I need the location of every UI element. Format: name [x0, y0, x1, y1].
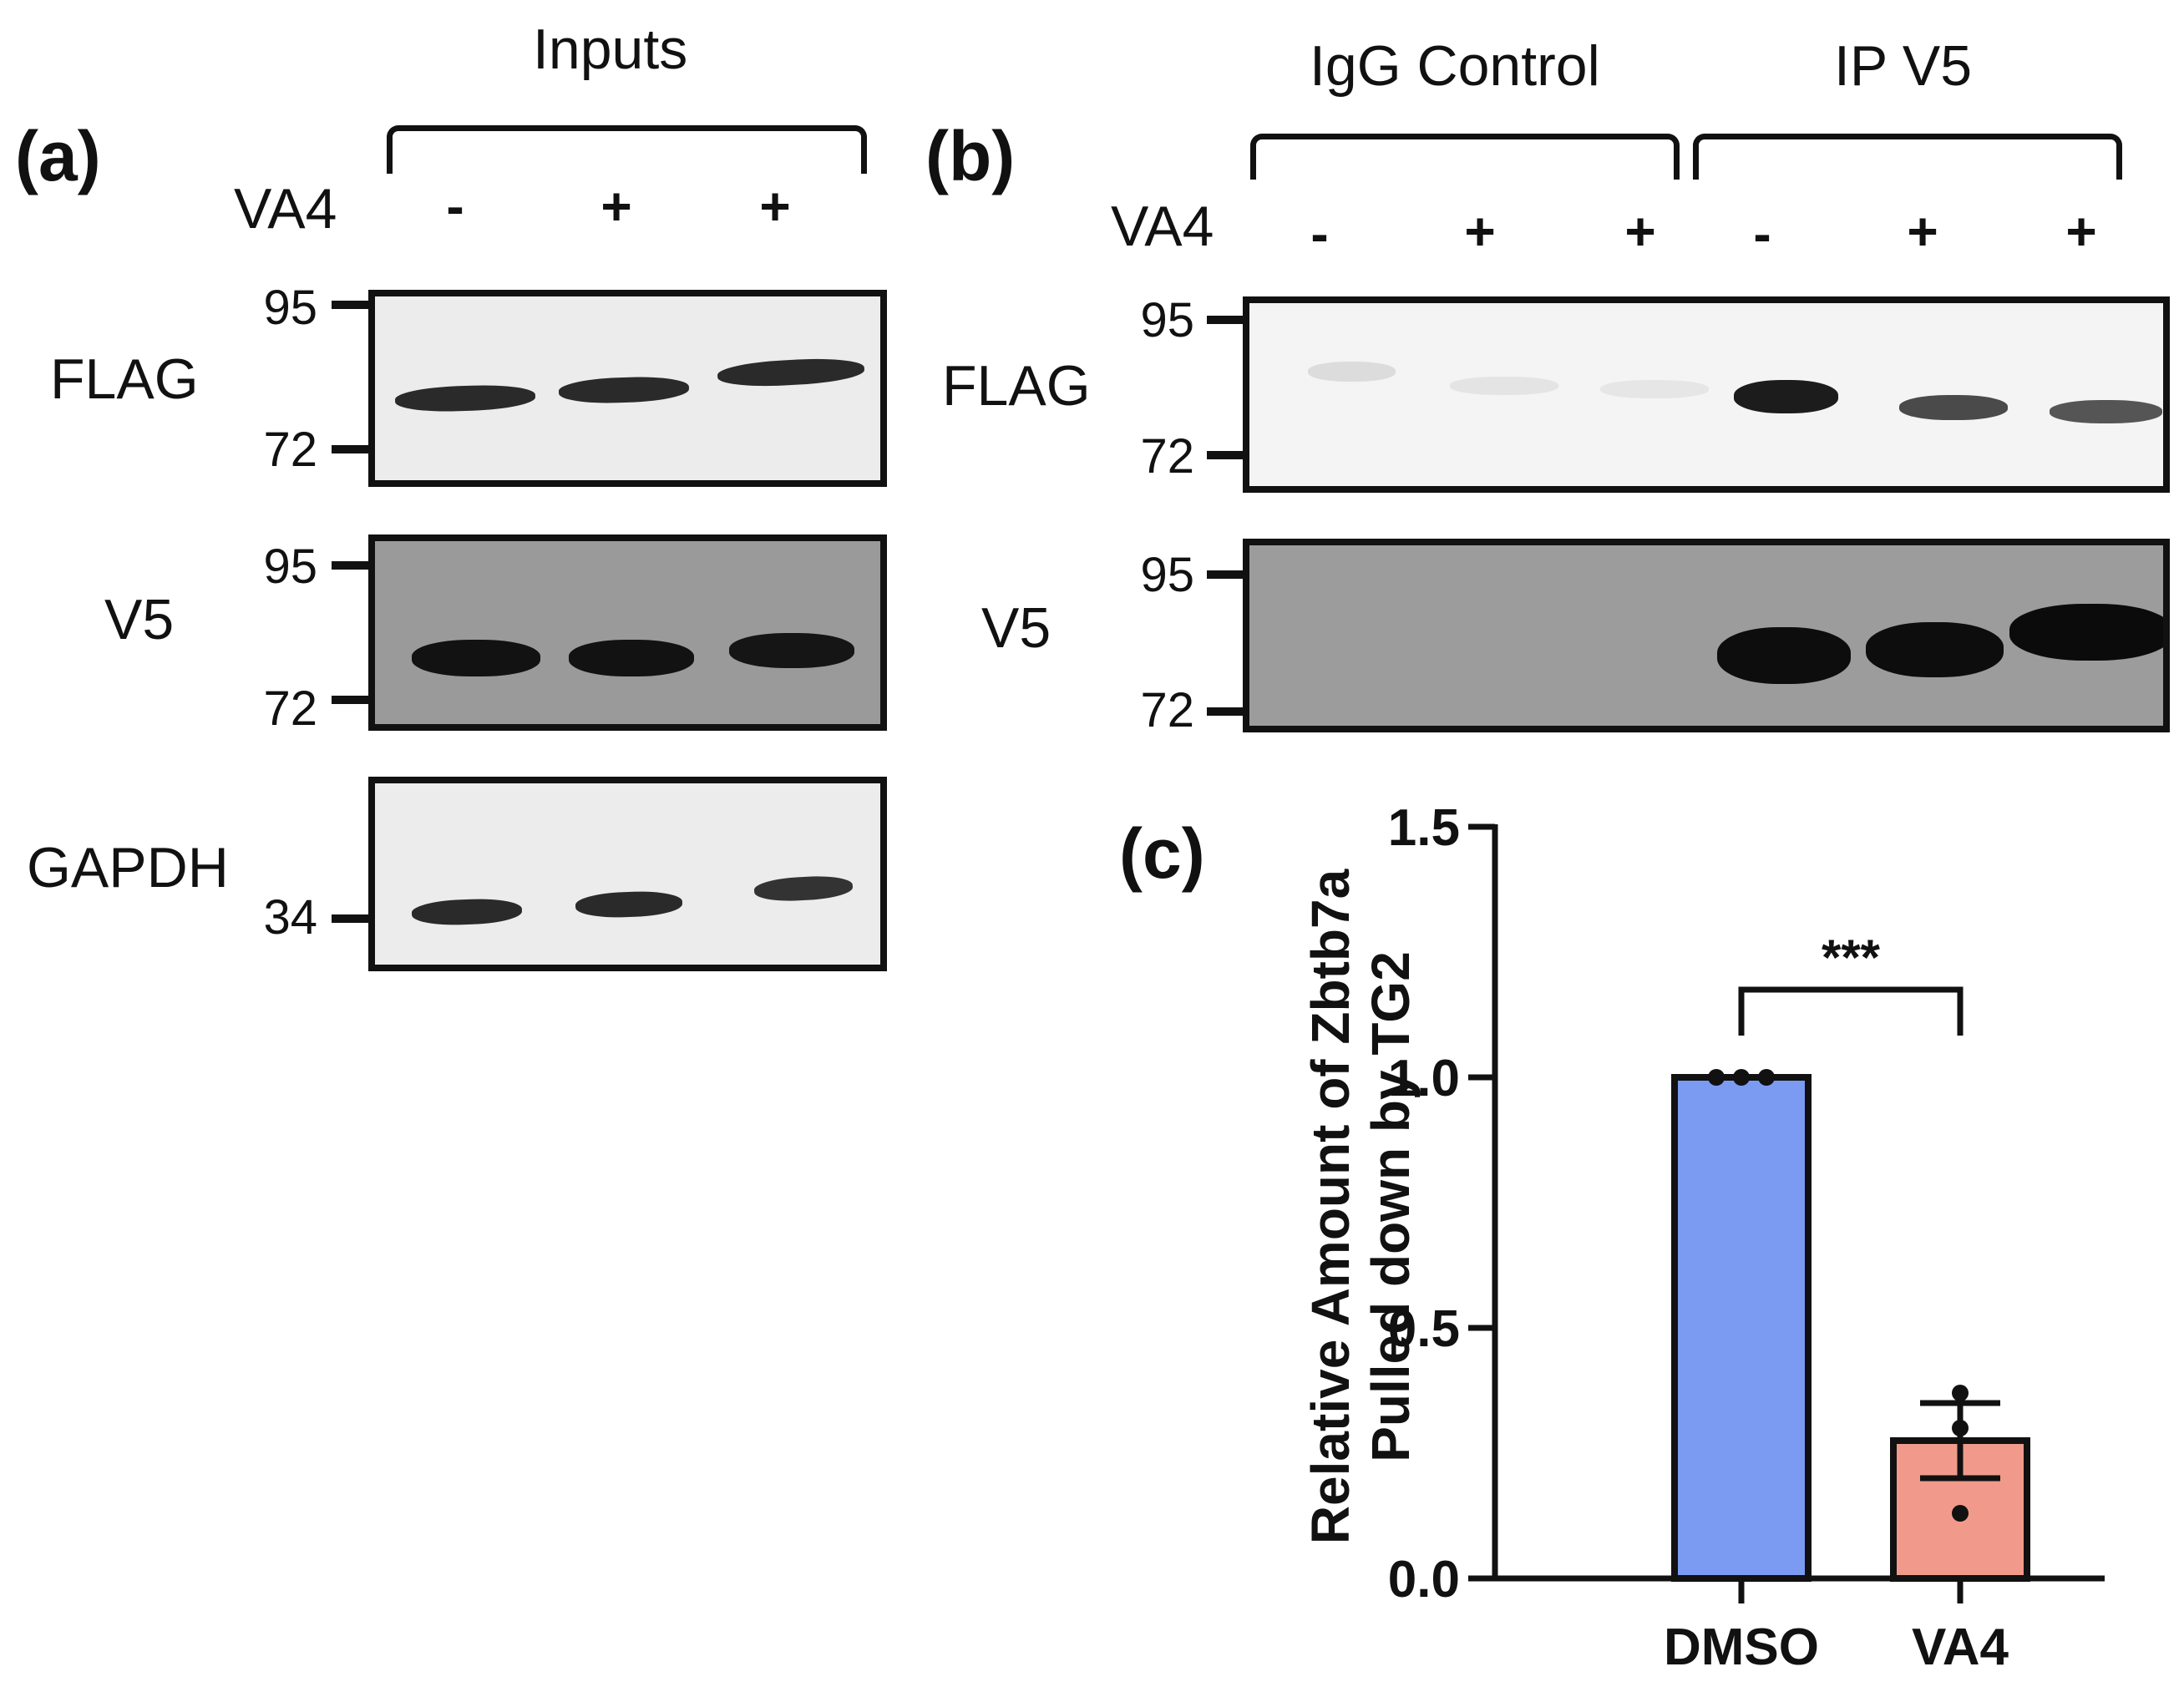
data-point [1758, 1069, 1775, 1086]
lane-sign-a1: - [446, 176, 464, 236]
y-tick-label: 0.0 [1388, 1551, 1460, 1608]
marker-72-flag-a: 72 [263, 423, 317, 477]
ip-v5-group-label: IP V5 [1834, 34, 1973, 98]
igg-control-bracket [1250, 134, 1680, 180]
tick-72-flag-b [1207, 451, 1245, 459]
blot-name-gapdh-a: GAPDH [27, 836, 229, 899]
band-flag-b6 [2050, 400, 2162, 423]
lane-sign-b6: + [2065, 201, 2097, 261]
y-tick-label: 0.5 [1388, 1300, 1460, 1358]
band-flag-b4 [1734, 380, 1838, 413]
band-v5-a1 [412, 640, 540, 676]
tick-95-flag-b [1207, 316, 1245, 324]
band-v5-a2 [569, 640, 694, 676]
igg-control-group-label: IgG Control [1310, 34, 1600, 98]
blot-name-v5-a: V5 [104, 588, 175, 651]
tick-72-v5-a [332, 696, 372, 704]
x-tick-label: VA4 [1912, 1619, 2009, 1676]
marker-95-flag-a: 95 [263, 281, 317, 335]
band-v5-b6 [2009, 604, 2163, 661]
tick-95-flag-a [332, 301, 372, 309]
bar-dmso [1671, 1074, 1812, 1582]
data-point [1952, 1385, 1969, 1401]
va4-label-a: VA4 [234, 177, 337, 241]
band-v5-a3 [729, 633, 854, 668]
marker-95-v5-b: 95 [1140, 548, 1194, 602]
y-tick-label: 1.5 [1388, 799, 1460, 857]
marker-72-v5-a: 72 [263, 681, 317, 736]
data-point [1952, 1420, 1969, 1436]
blot-name-v5-b: V5 [981, 596, 1051, 660]
marker-72-v5-b: 72 [1140, 683, 1194, 737]
blot-v5-a [368, 534, 887, 731]
tick-72-flag-a [332, 445, 372, 453]
significance-label: *** [1822, 930, 1881, 985]
blot-name-flag-a: FLAG [50, 347, 199, 411]
band-flag-b1 [1308, 362, 1396, 382]
lane-sign-a2: + [600, 176, 632, 236]
band-flag-b3 [1600, 380, 1709, 398]
data-point [1708, 1069, 1725, 1086]
significance-bracket [1738, 986, 1964, 1036]
band-flag-b5 [1899, 395, 2008, 420]
x-tick-label: DMSO [1664, 1619, 1819, 1676]
y-tick-label: 1.0 [1388, 1050, 1460, 1107]
y-axis-title-line1: Relative Amount of Zbtb7a [1300, 869, 1361, 1544]
marker-34-gapdh-a: 34 [263, 890, 317, 945]
panel-c-label: (c) [1119, 814, 1205, 893]
blot-flag-b [1243, 296, 2170, 493]
tick-95-v5-b [1207, 570, 1245, 579]
ip-v5-bracket [1693, 134, 2122, 180]
lane-sign-b3: + [1624, 201, 1656, 261]
band-flag-b2 [1450, 377, 1558, 395]
lane-sign-b1: - [1310, 204, 1329, 264]
inputs-group-label: Inputs [533, 18, 688, 81]
marker-95-v5-a: 95 [263, 540, 317, 594]
tick-34-gapdh-a [332, 914, 372, 923]
marker-95-flag-b: 95 [1140, 293, 1194, 347]
blot-gapdh-a [368, 777, 887, 971]
blot-name-flag-b: FLAG [942, 354, 1091, 418]
lane-sign-b4: - [1753, 204, 1771, 264]
data-point [1952, 1505, 1969, 1522]
panel-a-label: (a) [15, 117, 101, 195]
lane-sign-b5: + [1907, 201, 1938, 261]
panel-b-label: (b) [925, 117, 1016, 195]
blot-v5-b [1243, 539, 2170, 732]
tick-72-v5-b [1207, 707, 1245, 716]
lane-sign-a3: + [759, 176, 791, 236]
blot-flag-a [368, 290, 887, 487]
data-point [1733, 1069, 1750, 1086]
inputs-bracket [387, 125, 867, 174]
marker-72-flag-b: 72 [1140, 429, 1194, 484]
y-axis-title-line2: Pulled down by TG2 [1361, 951, 1421, 1462]
tick-95-v5-a [332, 561, 372, 570]
va4-label-b: VA4 [1111, 195, 1214, 258]
band-v5-b5 [1866, 622, 2004, 677]
lane-sign-b2: + [1464, 201, 1496, 261]
band-v5-b4 [1717, 627, 1851, 684]
